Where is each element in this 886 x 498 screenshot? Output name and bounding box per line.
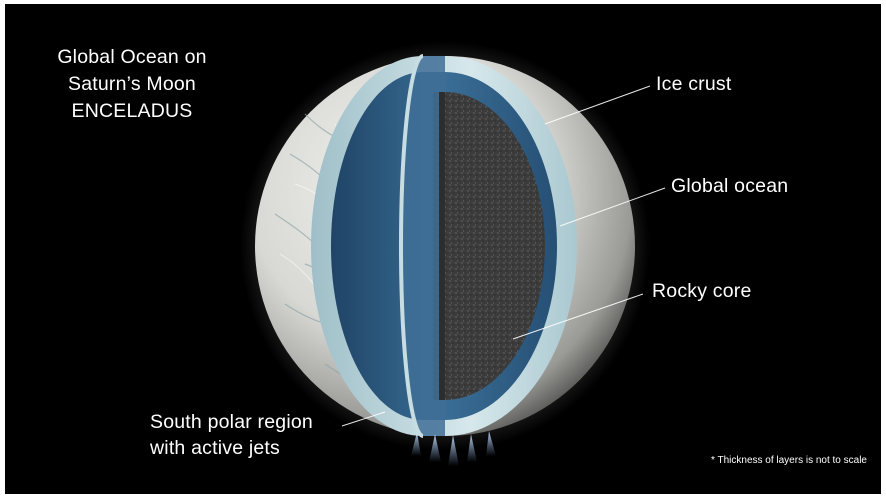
title-line-1: Global Ocean on	[57, 46, 207, 68]
ice-crust-leader	[544, 85, 651, 125]
core-leader	[512, 293, 644, 340]
south-polar-label: South polar region with active jets	[150, 409, 313, 461]
ocean-leader	[559, 187, 666, 227]
title-line-2: Saturn’s Moon	[68, 73, 196, 95]
core-cut-face	[439, 92, 445, 400]
south-polar-jets	[411, 431, 496, 466]
rocky-core-label: Rocky core	[652, 280, 752, 302]
south-polar-label-line-2: with active jets	[150, 437, 280, 459]
global-ocean-label: Global ocean	[671, 175, 789, 197]
south-polar-leader	[341, 411, 386, 427]
cut-edge-ice	[399, 54, 424, 438]
scale-footnote: * Thickness of layers is not to scale	[711, 455, 867, 466]
leader-lines	[341, 85, 666, 427]
title-line-3: ENCELADUS	[71, 100, 193, 122]
cut-edge-ocean	[401, 56, 445, 436]
diagram-title: Global Ocean on Saturn’s Moon ENCELADUS	[27, 44, 237, 125]
ice-crust-label: Ice crust	[656, 73, 732, 95]
diagram-frame: Global Ocean on Saturn’s Moon ENCELADUS …	[5, 4, 881, 494]
south-polar-label-line-1: South polar region	[150, 411, 313, 433]
enceladus-illustration	[240, 41, 666, 466]
rocky-core-layer	[433, 92, 545, 400]
